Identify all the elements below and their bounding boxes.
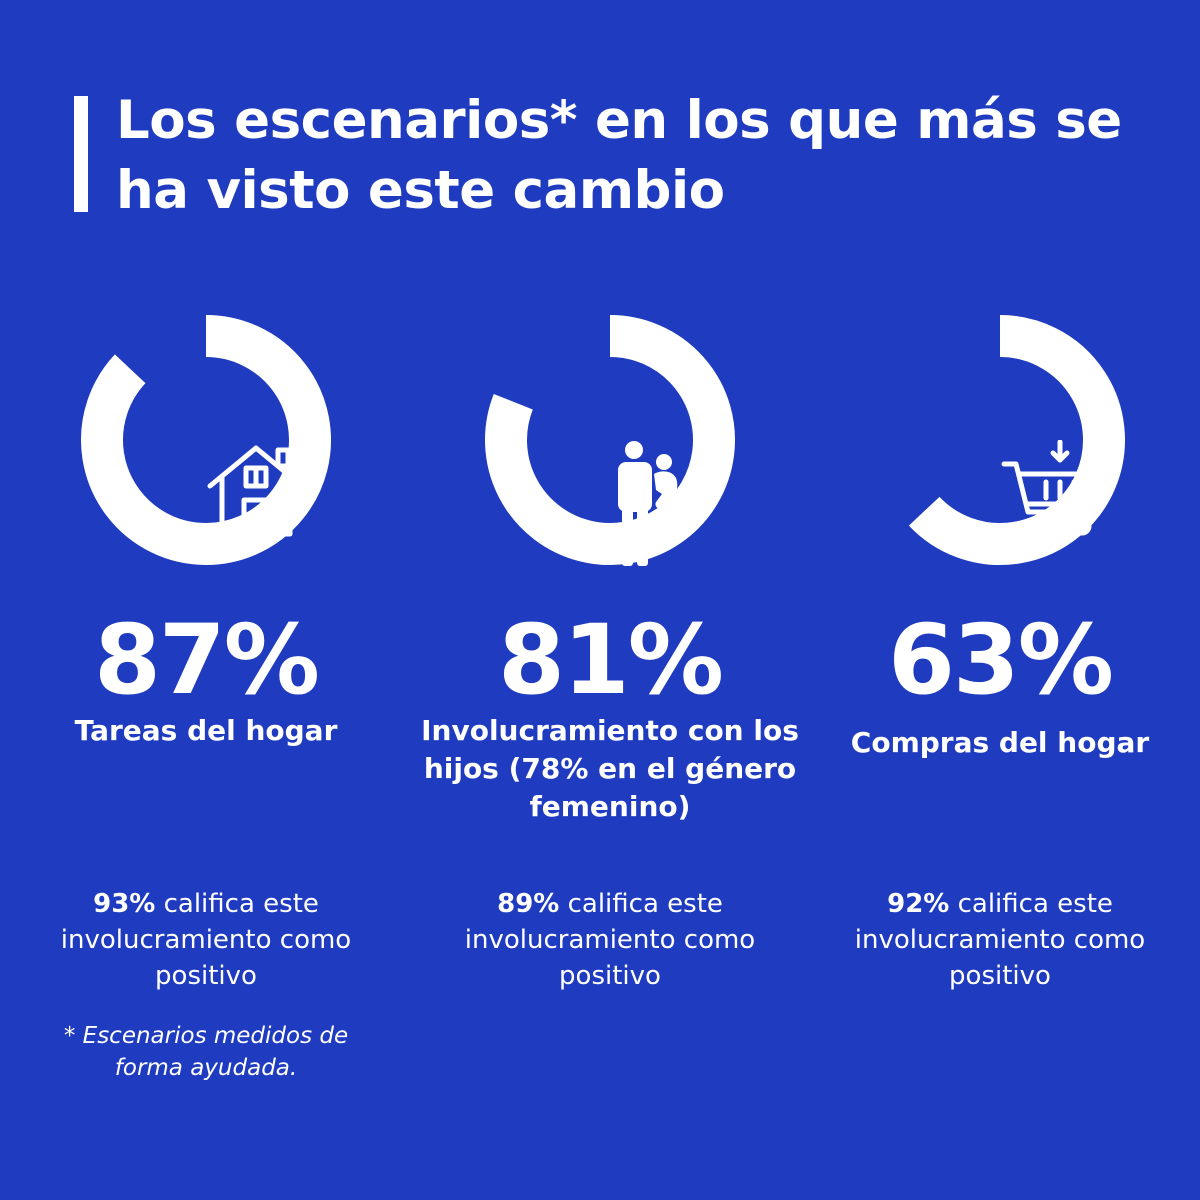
approval-text: califica este involucramiento como posit… (60, 889, 352, 991)
footnote: * Escenarios medidos de forma ayudada. (63, 1023, 349, 1081)
page-title: Los escenarios* en los que más se ha vis… (116, 90, 1122, 221)
progress-ring-svg (485, 315, 735, 565)
stat-percent: 63% (888, 604, 1114, 716)
approval-note: 89% califica este involucramiento como p… (430, 886, 790, 994)
progress-ring (480, 310, 740, 570)
approval-note: 93% califica este involucramiento como p… (26, 886, 386, 994)
stat-card-household-tasks: 87% Tareas del hogar (16, 310, 396, 750)
approval-percent: 92% (887, 889, 950, 919)
stat-card-children: 81% Involucramiento con los hijos (78% e… (420, 310, 800, 826)
stat-label: Compras del hogar (850, 726, 1150, 759)
stat-card-shopping: 63% Compras del hogar (810, 310, 1190, 762)
stat-label: Tareas del hogar (74, 714, 338, 747)
progress-ring-arc (485, 315, 735, 565)
stat-percent: 87% (94, 604, 320, 716)
approval-percent: 93% (93, 889, 156, 919)
progress-ring-svg (908, 315, 1125, 565)
approval-text: califica este involucramiento como posit… (464, 889, 756, 991)
approval-note: 92% califica este involucramiento como p… (820, 886, 1180, 994)
approval-text: califica este involucramiento como posit… (854, 889, 1146, 991)
progress-ring-arc (908, 315, 1125, 565)
stat-percent: 81% (498, 604, 724, 716)
progress-ring (870, 310, 1130, 570)
approval-percent: 89% (497, 889, 560, 919)
progress-ring (76, 310, 336, 570)
stat-label: Involucramiento con los hijos (78% en el… (421, 714, 799, 823)
title-accent-bar (74, 96, 88, 212)
